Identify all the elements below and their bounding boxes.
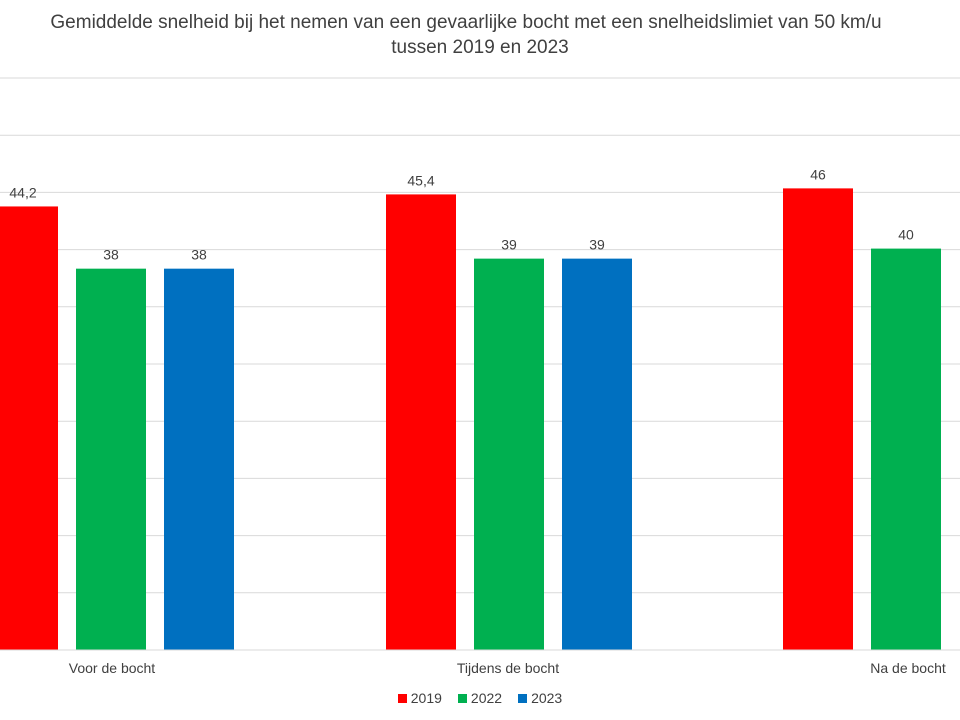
- legend-swatch-2019: [397, 693, 407, 703]
- legend-label-2019: 2019: [410, 690, 442, 706]
- bar-2023-2: [562, 258, 632, 650]
- x-tick-label: Tijdens de bocht: [457, 660, 559, 676]
- data-label: 39: [589, 237, 605, 253]
- legend-item-2023: 2023: [518, 690, 562, 706]
- legend-item-2022: 2022: [457, 690, 503, 706]
- x-tick-label: Na de bocht: [870, 660, 946, 676]
- legend: 2019 2022 2023: [0, 690, 960, 706]
- data-label: 46: [810, 166, 826, 182]
- bar-2022-1: [76, 268, 146, 650]
- bar-2019-1: [0, 206, 58, 650]
- legend-label-2022: 2022: [470, 690, 503, 706]
- bar-2022-3: [871, 248, 941, 650]
- legend-label-2023: 2023: [531, 690, 563, 706]
- data-label: 45,4: [407, 172, 434, 188]
- data-label: 40: [898, 227, 914, 243]
- data-label: 39: [501, 237, 517, 253]
- data-label: 38: [191, 247, 207, 263]
- data-label: 38: [103, 247, 119, 263]
- bar-2019-2: [386, 194, 456, 650]
- chart-title-line-1: Gemiddelde snelheid bij het nemen van ee…: [50, 12, 882, 33]
- x-tick-label: Voor de bocht: [69, 660, 156, 676]
- legend-item-2019: 2019: [397, 690, 442, 706]
- legend-swatch-2023: [518, 693, 528, 703]
- legend-swatch-2022: [457, 693, 467, 703]
- data-label: 44,2: [9, 184, 36, 200]
- bar-2023-1: [164, 268, 234, 650]
- bar-2022-2: [474, 258, 544, 650]
- chart-title: Gemiddelde snelheid bij het nemen van ee…: [0, 10, 960, 60]
- bar-2019-3: [783, 188, 853, 650]
- chart-title-line-2: tussen 2019 en 2023: [391, 37, 569, 58]
